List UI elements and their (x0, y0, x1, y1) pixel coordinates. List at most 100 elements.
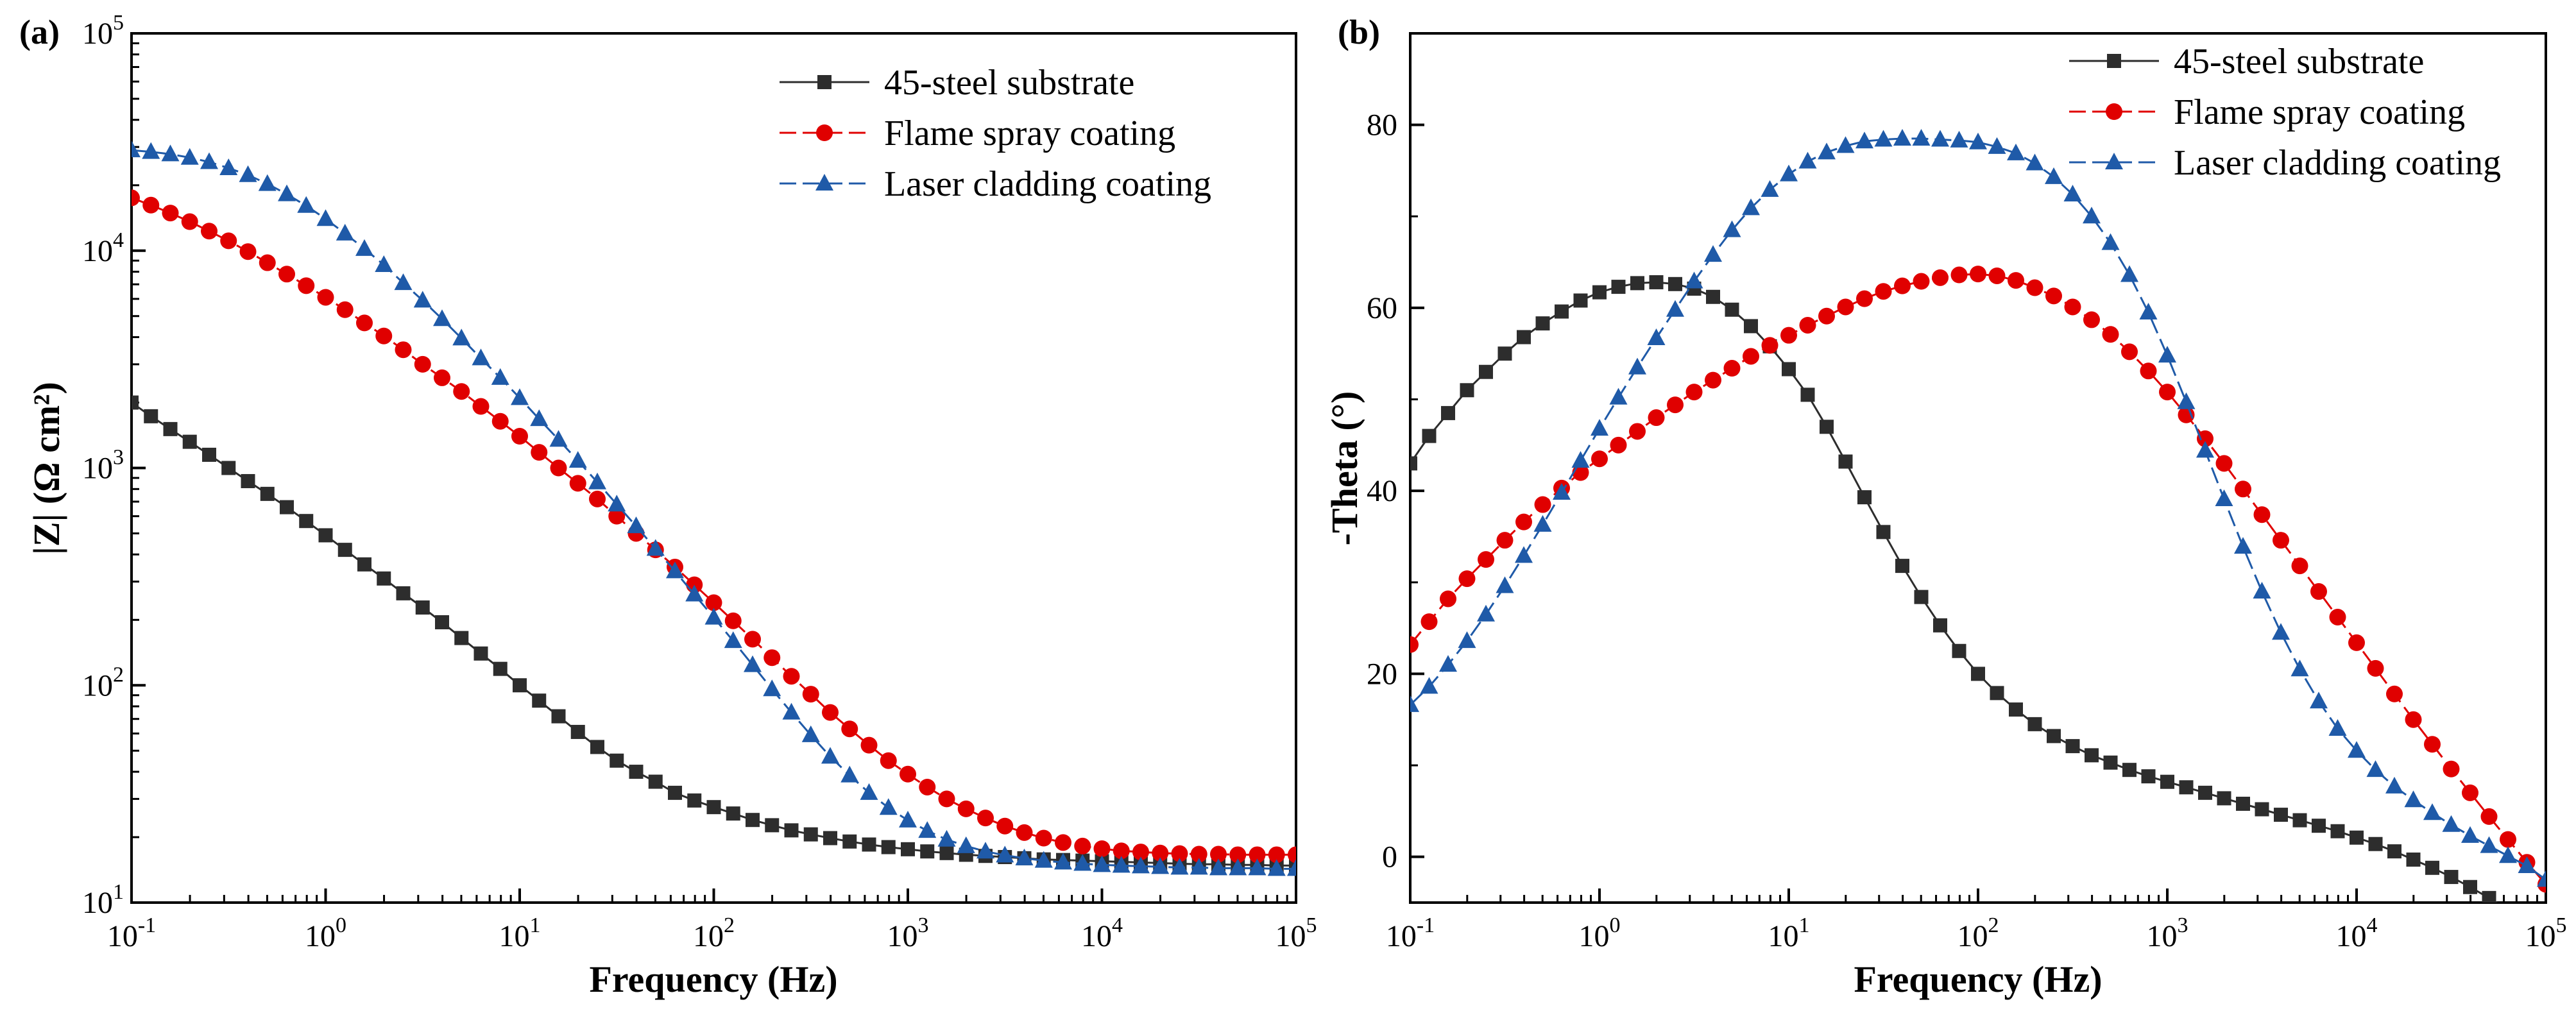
panel-a-impedance-chart: (a) 10-1 100 101 102 103 104 105 1011021031041… (19, 11, 1317, 1000)
data-point (2480, 836, 2498, 853)
data-point (1249, 846, 1266, 863)
legend-item: 45-steel substrate (2069, 42, 2424, 81)
data-point (161, 144, 180, 162)
data-point (375, 255, 393, 272)
legend-label: 45-steel substrate (2174, 42, 2424, 81)
data-point (590, 740, 605, 754)
data-point (144, 409, 158, 423)
data-point (2085, 748, 2099, 763)
data-point (1990, 686, 2004, 701)
data-point (1035, 829, 1052, 847)
data-point (879, 798, 898, 815)
data-point (880, 752, 897, 769)
data-point (822, 704, 839, 721)
panel-b-y-tick-labels: 0 20 40 60 80 (1367, 108, 1397, 874)
data-point (685, 584, 704, 602)
data-point (1780, 164, 1798, 182)
data-point (2310, 583, 2327, 600)
data-point (2312, 819, 2326, 833)
data-point (454, 631, 469, 645)
data-point (2367, 659, 2384, 677)
data-point (2255, 802, 2269, 817)
data-point (1034, 851, 1053, 868)
data-point (1799, 316, 1816, 334)
data-point (433, 309, 452, 327)
data-point (317, 289, 334, 306)
data-point (629, 765, 644, 779)
data-point (2537, 870, 2546, 887)
data-point (1838, 454, 1853, 469)
data-point (801, 725, 820, 742)
data-point (1289, 858, 1296, 873)
data-point (1591, 450, 1608, 468)
data-point (2159, 384, 2176, 401)
data-point (1190, 845, 1207, 863)
data-point (2366, 760, 2385, 777)
data-point (2009, 702, 2024, 717)
data-point (415, 600, 430, 615)
data-point (278, 184, 296, 201)
data-point (938, 790, 955, 808)
data-point (2008, 272, 2025, 289)
legend-label: Flame spray coating (884, 114, 1175, 153)
data-point (318, 528, 333, 543)
data-point (2103, 755, 2118, 770)
panel-b-label: (b) (1338, 13, 1380, 51)
legend-item: Flame spray coating (2069, 92, 2465, 132)
panel-a-y-tick-labels: 101 102 103 104 105 (82, 11, 124, 920)
data-point (821, 747, 840, 764)
data-point (2158, 346, 2176, 363)
panel-b-y-axis-title: -Theta (°) (1324, 391, 1365, 546)
data-point (1933, 618, 1947, 633)
data-point (1054, 834, 1071, 851)
data-point (1969, 132, 1987, 149)
legend-marker (2107, 54, 2121, 68)
data-point (435, 615, 450, 630)
x-tick-label: 105 (1275, 913, 1317, 953)
data-point (181, 213, 198, 230)
data-point (2461, 826, 2479, 843)
data-point (414, 355, 431, 373)
data-point (1744, 319, 1759, 334)
data-point (2026, 279, 2043, 296)
data-point (491, 368, 509, 385)
data-point (1268, 846, 1285, 863)
data-point (357, 557, 372, 572)
y-tick-label: 102 (82, 663, 124, 702)
data-point (588, 472, 607, 489)
data-point (860, 783, 878, 800)
legend-marker (2106, 103, 2122, 120)
data-point (957, 800, 975, 817)
data-point (336, 223, 354, 241)
panel-b-phase-angle-chart: (b) 10-1 100 101 102 103 104 105 0 20 40 60 80 Fre… (1324, 13, 2567, 1000)
y-tick-label: 80 (1367, 108, 1397, 142)
data-point (1875, 283, 1892, 300)
data-point (2139, 303, 2158, 320)
data-point (453, 383, 470, 400)
data-point (1478, 551, 1495, 568)
data-point (860, 736, 878, 754)
data-point (1514, 546, 1533, 563)
data-point (355, 239, 374, 256)
data-point (744, 655, 762, 672)
data-point (299, 514, 314, 529)
series-line (1410, 273, 2546, 885)
data-point (1210, 845, 1227, 863)
data-point (1723, 220, 1741, 237)
x-tick-label: 102 (1958, 913, 1999, 953)
data-point (1950, 130, 1968, 148)
data-point (1971, 667, 1985, 681)
series-line (1410, 281, 2498, 903)
data-point (2027, 717, 2042, 731)
x-tick-label: 10-1 (107, 913, 156, 953)
data-point (1190, 858, 1208, 875)
legend-label: Flame spray coating (2174, 92, 2465, 132)
data-point (1855, 132, 1874, 149)
data-point (569, 475, 586, 492)
data-point (1628, 357, 1647, 375)
data-point (2518, 856, 2536, 873)
data-point (1818, 307, 1835, 325)
data-point (2291, 557, 2308, 575)
data-point (2463, 879, 2477, 894)
